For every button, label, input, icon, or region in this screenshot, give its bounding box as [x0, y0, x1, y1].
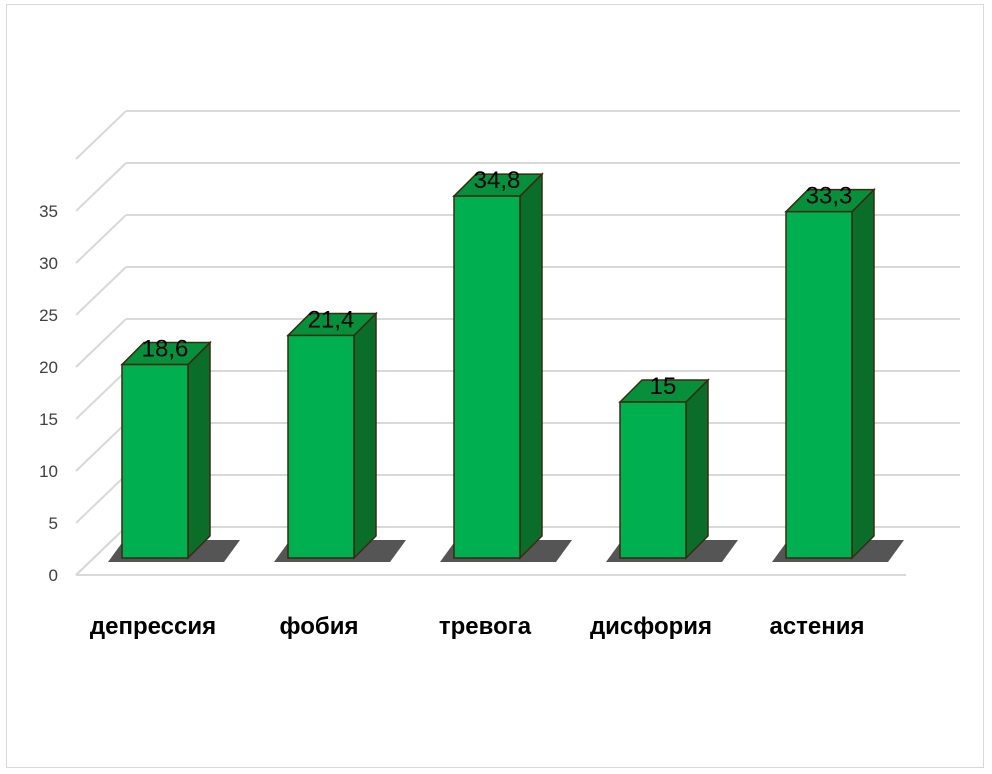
- category-label: фобия: [280, 613, 359, 640]
- y-tick-label: 35: [39, 202, 58, 221]
- bar-side: [851, 187, 875, 560]
- y-tick-label: 20: [39, 358, 58, 377]
- category-label: дисфория: [590, 613, 712, 640]
- gridline-depth: [75, 266, 127, 316]
- data-label: 34,8: [474, 167, 521, 194]
- gridline-depth: [75, 474, 127, 524]
- gridline-depth: [75, 214, 127, 264]
- y-tick-label: 25: [39, 306, 58, 325]
- gridline-depth: [75, 422, 127, 472]
- category-label: депрессия: [90, 613, 216, 640]
- gridline-depth: [75, 526, 127, 576]
- category-label: астения: [769, 613, 864, 640]
- bar: [287, 334, 355, 559]
- bar-side: [519, 172, 543, 560]
- data-label: 21,4: [308, 306, 355, 333]
- bar: [121, 363, 189, 559]
- bar-side: [353, 311, 377, 560]
- category-label: тревога: [439, 613, 532, 640]
- data-label: 33,3: [806, 183, 853, 210]
- data-label: 15: [650, 373, 677, 400]
- gridline-depth: [75, 370, 127, 420]
- y-tick-label: 5: [49, 514, 58, 533]
- bar: [453, 195, 521, 559]
- gridline-depth: [75, 110, 127, 160]
- bar-side: [685, 378, 709, 560]
- y-tick-label: 10: [39, 462, 58, 481]
- bar: [785, 210, 853, 559]
- gridline-depth: [75, 162, 127, 212]
- y-tick-label: 15: [39, 410, 58, 429]
- y-tick-label: 0: [49, 566, 58, 585]
- data-label: 18,6: [142, 336, 189, 363]
- bar-side: [187, 340, 211, 560]
- bar: [619, 401, 687, 559]
- gridline-depth: [75, 318, 127, 368]
- y-tick-label: 30: [39, 254, 58, 273]
